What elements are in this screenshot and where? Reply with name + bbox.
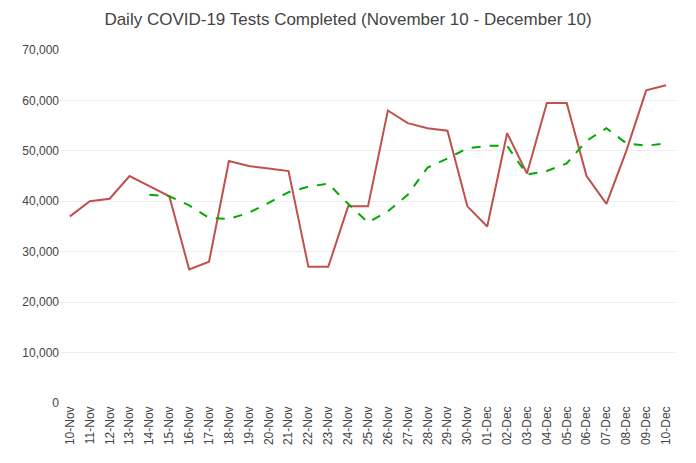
svg-text:27-Nov: 27-Nov — [401, 406, 415, 445]
svg-text:10,000: 10,000 — [22, 346, 59, 360]
svg-text:30,000: 30,000 — [22, 245, 59, 259]
svg-text:25-Nov: 25-Nov — [361, 406, 375, 445]
svg-text:70,000: 70,000 — [22, 43, 59, 57]
svg-text:06-Dec: 06-Dec — [579, 406, 593, 445]
svg-text:28-Nov: 28-Nov — [421, 406, 435, 445]
svg-text:0: 0 — [52, 396, 59, 410]
svg-text:04-Dec: 04-Dec — [540, 406, 554, 445]
svg-text:23-Nov: 23-Nov — [321, 406, 335, 445]
svg-text:20-Nov: 20-Nov — [262, 406, 276, 445]
svg-text:29-Nov: 29-Nov — [440, 406, 454, 445]
svg-text:01-Dec: 01-Dec — [480, 406, 494, 445]
svg-text:30-Nov: 30-Nov — [460, 406, 474, 445]
svg-text:14-Nov: 14-Nov — [142, 406, 156, 445]
svg-text:10-Nov: 10-Nov — [63, 406, 77, 445]
svg-text:60,000: 60,000 — [22, 94, 59, 108]
svg-text:13-Nov: 13-Nov — [122, 406, 136, 445]
svg-text:18-Nov: 18-Nov — [222, 406, 236, 445]
svg-text:16-Nov: 16-Nov — [182, 406, 196, 445]
svg-text:24-Nov: 24-Nov — [341, 406, 355, 445]
svg-text:Daily COVID-19 Tests Completed: Daily COVID-19 Tests Completed (November… — [104, 10, 591, 29]
svg-text:12-Nov: 12-Nov — [103, 406, 117, 445]
svg-text:17-Nov: 17-Nov — [202, 406, 216, 445]
svg-text:07-Dec: 07-Dec — [599, 406, 613, 445]
svg-text:10-Dec: 10-Dec — [659, 406, 673, 445]
svg-text:15-Nov: 15-Nov — [162, 406, 176, 445]
svg-text:08-Dec: 08-Dec — [619, 406, 633, 445]
svg-text:03-Dec: 03-Dec — [520, 406, 534, 445]
svg-text:19-Nov: 19-Nov — [242, 406, 256, 445]
svg-text:22-Nov: 22-Nov — [301, 406, 315, 445]
svg-text:11-Nov: 11-Nov — [83, 406, 97, 444]
svg-text:02-Dec: 02-Dec — [500, 406, 514, 445]
svg-text:20,000: 20,000 — [22, 295, 59, 309]
svg-text:21-Nov: 21-Nov — [281, 406, 295, 445]
svg-text:26-Nov: 26-Nov — [381, 406, 395, 445]
svg-text:05-Dec: 05-Dec — [560, 406, 574, 445]
svg-text:50,000: 50,000 — [22, 144, 59, 158]
svg-text:09-Dec: 09-Dec — [639, 406, 653, 445]
svg-text:40,000: 40,000 — [22, 194, 59, 208]
